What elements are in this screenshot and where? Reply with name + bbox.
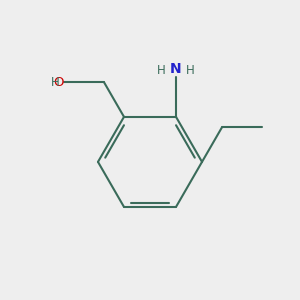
Text: H: H — [186, 64, 195, 77]
Text: O: O — [53, 76, 64, 88]
Text: H: H — [158, 64, 166, 77]
Text: N: N — [170, 62, 182, 76]
Text: H: H — [50, 76, 59, 88]
